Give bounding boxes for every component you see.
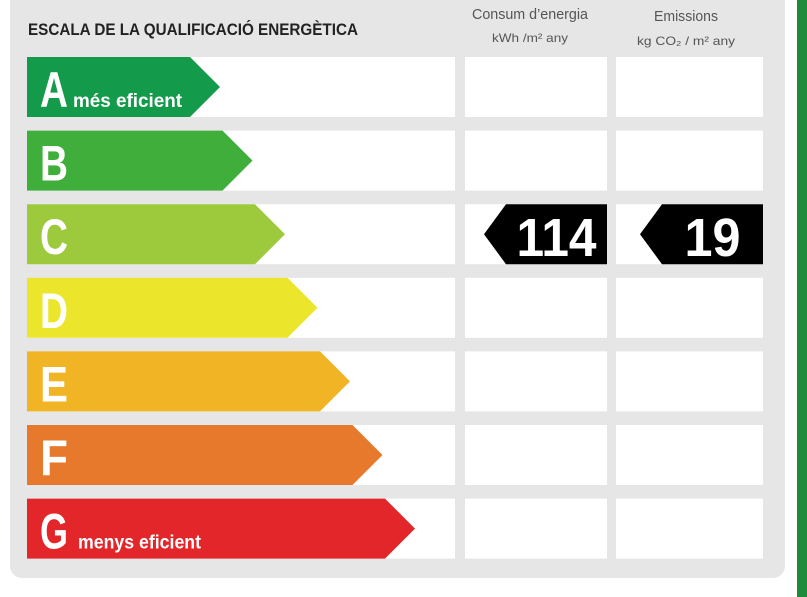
rating-letter: C [40, 209, 68, 265]
cell [465, 277, 607, 338]
rating-arrow [27, 130, 253, 191]
cell [465, 425, 607, 485]
rating-arrow [27, 277, 318, 338]
rating-letter: F [40, 430, 68, 486]
rating-note: menys eficient [78, 533, 202, 554]
cell [465, 351, 607, 412]
cell [465, 498, 607, 559]
column-unit: kg CO₂ / m² any [637, 34, 735, 48]
rating-arrow [27, 204, 285, 265]
rating-note: més eficient [73, 91, 183, 112]
rating-letter: E [40, 356, 68, 412]
cell [616, 498, 763, 559]
rating-letter: B [40, 136, 68, 192]
cell [465, 130, 607, 191]
column-label: Consum d’energia [472, 6, 589, 23]
rating-arrow [27, 351, 350, 412]
column-label: Emissions [654, 8, 718, 25]
cell [465, 57, 607, 117]
rating-arrow [27, 57, 220, 117]
value-text: 19 [685, 208, 741, 268]
cell [616, 277, 763, 338]
rating-arrow [27, 498, 415, 559]
title: ESCALA DE LA QUALIFICACIÓ ENERGÈTICA [28, 20, 358, 39]
column-unit: kWh /m² any [492, 31, 568, 45]
rating-letter: G [40, 504, 68, 560]
rating-arrow [27, 425, 383, 485]
value-badge [640, 204, 763, 265]
cell [616, 130, 763, 191]
cell [616, 351, 763, 412]
rating-letter: A [40, 62, 68, 118]
value-badge [484, 204, 607, 265]
cell [616, 57, 763, 117]
value-text: 114 [517, 208, 597, 268]
cell [616, 425, 763, 485]
side-strip [797, 0, 807, 597]
rating-letter: D [40, 283, 68, 339]
